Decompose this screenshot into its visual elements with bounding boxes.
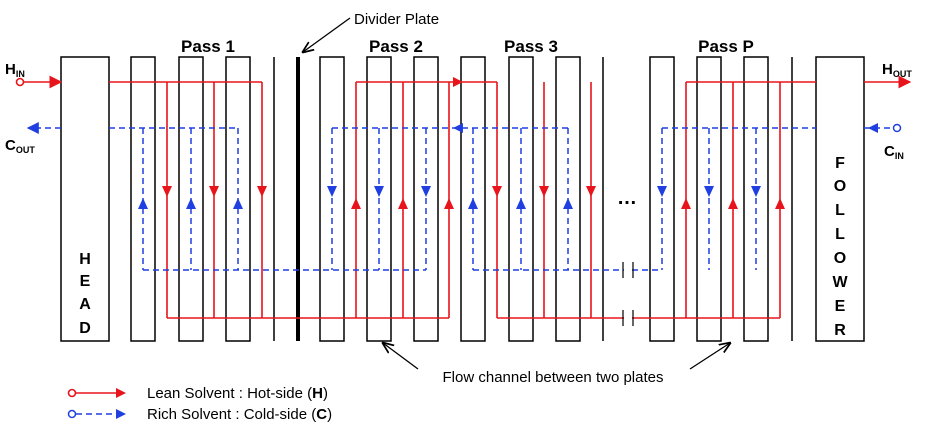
plate [319,56,345,342]
svg-text:L: L [835,202,845,219]
h-out-label: HOUT [882,61,912,79]
follower-label: F O L L O W E R [832,155,848,339]
hot-side-flow [23,75,912,319]
plate [130,56,156,342]
legend: Lean Solvent : Hot-side (H) Rich Solvent… [67,385,332,423]
pass-1-label: Pass 1 [181,37,235,56]
plate [460,56,486,342]
h-in-label: HIN [5,61,25,79]
svg-text:O: O [834,178,846,195]
plate [413,56,439,342]
flow-channel-arrow-right [689,343,730,370]
svg-text:W: W [832,274,848,291]
c-in-port [892,123,902,133]
plate [649,56,675,342]
flow-channel-arrow-left [383,343,419,370]
svg-text:D: D [79,320,91,337]
ellipsis: … [617,187,637,209]
plate [508,56,534,342]
divider-plate-label: Divider Plate [354,11,439,28]
svg-text:F: F [835,155,845,172]
flow-channel-label: Flow channel between two plates [443,369,664,386]
follower-plate [815,56,865,342]
h-in-port [15,77,25,87]
svg-text:L: L [835,226,845,243]
plate [366,56,392,342]
head-label: H E A D [79,251,91,337]
plate [696,56,722,342]
pass-2-label: Pass 2 [369,37,423,56]
break-marks [622,262,634,326]
pass-3-label: Pass 3 [504,37,558,56]
legend-lean: Lean Solvent : Hot-side (H) [147,385,328,402]
cold-side-flow [26,122,892,271]
head-plate [60,56,110,342]
plate [743,56,769,342]
plates [60,56,865,342]
svg-text:E: E [835,298,846,315]
legend-rich: Rich Solvent : Cold-side (C) [147,406,332,423]
svg-text:E: E [80,273,91,290]
c-in-label: CIN [884,143,904,161]
pass-p-label: Pass P [698,37,754,56]
plate [225,56,251,342]
svg-text:A: A [79,296,91,313]
cold-flow-arrows [138,123,878,209]
divider-callout-arrow [303,17,351,52]
plate [555,56,581,342]
svg-text:H: H [79,251,91,268]
svg-text:O: O [834,250,846,267]
hot-flow-arrows [162,77,785,209]
plate [178,56,204,342]
svg-text:R: R [834,322,846,339]
c-out-label: COUT [5,137,35,155]
